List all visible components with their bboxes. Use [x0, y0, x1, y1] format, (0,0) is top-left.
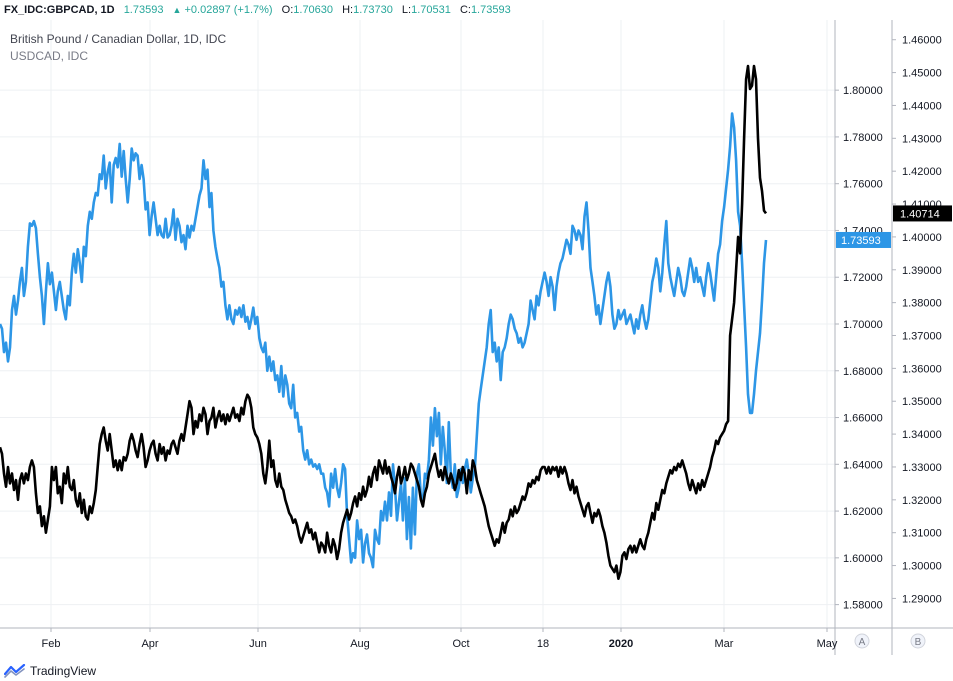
x-tick-label: Mar — [715, 638, 734, 650]
right-tick-label: 1.33000 — [902, 462, 942, 474]
left-tick-label: 1.78000 — [843, 132, 883, 144]
low-value: 1.70531 — [411, 4, 451, 16]
left-tick-label: 1.76000 — [843, 179, 883, 191]
gbpcad-series[interactable] — [0, 112, 768, 569]
x-tick-label: 2020 — [609, 638, 633, 650]
right-tick-label: 1.37000 — [902, 331, 942, 343]
chart-grid — [0, 20, 835, 628]
right-tick-label: 1.29000 — [902, 593, 942, 605]
right-tick-label: 1.36000 — [902, 363, 942, 375]
scale-button-b-label: B — [915, 637, 922, 648]
open-value: 1.70630 — [293, 4, 334, 16]
right-tick-label: 1.34000 — [902, 429, 942, 441]
time-scale[interactable]: Feb Apr Jun Aug Oct 18 2020 Mar May — [0, 627, 953, 650]
close-label: C: — [459, 4, 471, 16]
series-legend: British Pound / Canadian Dollar, 1D, IDC… — [10, 31, 226, 65]
usdcad-line — [0, 64, 768, 580]
gbpcad-last-value: 1.73593 — [841, 235, 881, 247]
legend-gbpcad[interactable]: British Pound / Canadian Dollar, 1D, IDC — [10, 32, 227, 46]
symbol-header-bar: FX_IDC:GBPCAD, 1D 1.73593 ▲ +0.02897 (+1… — [0, 0, 953, 20]
left-tick-label: 1.72000 — [843, 272, 883, 284]
right-tick-label: 1.39000 — [902, 265, 942, 277]
left-tick-label: 1.58000 — [843, 600, 883, 612]
left-tick-label: 1.60000 — [843, 553, 883, 565]
x-tick-label: Feb — [42, 638, 61, 650]
scale-buttons: A B — [854, 633, 926, 649]
right-tick-label: 1.46000 — [902, 35, 942, 47]
right-tick-label: 1.35000 — [902, 396, 942, 408]
right-tick-label: 1.40000 — [902, 232, 942, 244]
gbpcad-last-value-badge — [836, 231, 891, 248]
scale-button-a[interactable] — [854, 633, 870, 649]
left-tick-label: 1.80000 — [843, 85, 883, 97]
low-label: L: — [401, 4, 412, 16]
gbpcad-line — [0, 112, 768, 569]
x-tick-label: Oct — [452, 638, 469, 650]
high-value: 1.73730 — [353, 4, 393, 16]
right-tick-label: 1.43000 — [902, 133, 942, 145]
left-tick-label: 1.68000 — [843, 366, 883, 378]
right-tick-label: 1.44000 — [902, 100, 942, 112]
right-tick-label: 1.32000 — [902, 495, 942, 507]
scale-button-b[interactable] — [910, 633, 926, 649]
x-tick-label: 18 — [537, 638, 549, 650]
right-tick-label: 1.42000 — [902, 166, 942, 178]
right-tick-label: 1.45000 — [902, 68, 942, 80]
brand-name: TradingView — [30, 664, 97, 678]
right-tick-label: 1.38000 — [902, 298, 942, 310]
usdcad-last-value: 1.40714 — [900, 208, 940, 220]
usdcad-price-scale[interactable]: 1.29000 1.30000 1.31000 1.32000 1.33000 1.340… — [891, 20, 942, 655]
price-up-arrow-icon: ▲ — [172, 5, 182, 15]
x-tick-label: Jun — [249, 638, 267, 650]
open-label: O: — [281, 4, 294, 16]
high-label: H: — [342, 4, 354, 16]
usdcad-series[interactable] — [0, 64, 768, 580]
gbpcad-price-scale[interactable]: 1.58000 1.60000 1.62000 1.64000 1.66000 1.680… — [834, 20, 883, 655]
right-tick-label: 1.30000 — [902, 561, 942, 573]
last-price: 1.73593 — [123, 4, 164, 16]
symbol-title[interactable]: FX_IDC:GBPCAD, 1D — [4, 4, 115, 16]
x-tick-label: Aug — [350, 638, 370, 650]
last-value-labels: 1.73593 1.40714 — [836, 205, 952, 248]
usdcad-last-value-badge — [893, 205, 952, 222]
tradingview-logo-icon — [4, 664, 26, 678]
left-tick-label: 1.66000 — [843, 413, 883, 425]
tradingview-brand[interactable]: TradingView — [4, 662, 96, 680]
left-tick-label: 1.70000 — [843, 319, 883, 331]
price-change: +0.02897 (+1.7%) — [184, 4, 273, 16]
legend-usdcad[interactable]: USDCAD, IDC — [10, 49, 89, 63]
left-tick-label: 1.64000 — [843, 459, 883, 471]
close-value: 1.73593 — [470, 4, 511, 16]
scale-button-a-label: A — [859, 637, 866, 648]
x-tick-label: Apr — [141, 638, 158, 650]
x-tick-label: May — [817, 638, 838, 650]
right-tick-label: 1.31000 — [902, 528, 942, 540]
left-tick-label: 1.62000 — [843, 506, 883, 518]
